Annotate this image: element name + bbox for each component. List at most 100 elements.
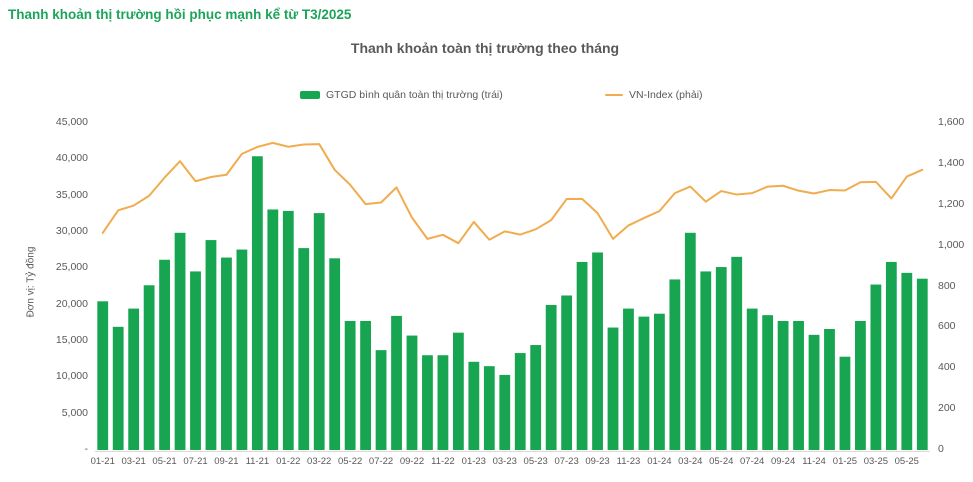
bar-01-25 [839, 356, 851, 450]
bar-12-23 [638, 316, 650, 450]
bar-04-23 [514, 353, 526, 450]
bar-06-25 [916, 278, 928, 450]
y-tick-right-1,000: 1,000 [938, 238, 965, 251]
y-tick-left-45,000: 45,000 [55, 116, 88, 128]
x-tick-11-22: 11-22 [431, 456, 455, 467]
y-tick-right-1,200: 1,200 [938, 197, 965, 210]
x-tick-05-21: 05-21 [152, 456, 177, 467]
line-series-swatch-icon [605, 93, 623, 97]
bar-09-21 [221, 257, 232, 450]
x-tick-11-21: 11-21 [245, 456, 270, 467]
bar-01-23 [468, 361, 480, 450]
bar-06-23 [545, 304, 557, 450]
bar-06-21 [174, 232, 186, 450]
y-tick-right-0: 0 [938, 443, 944, 455]
bar-05-21 [159, 259, 170, 450]
y-tick-left-30,000: 30,000 [55, 225, 88, 237]
x-tick-03-22: 03-22 [307, 456, 332, 467]
y-tick-right-200: 200 [938, 402, 956, 415]
y-tick-left-35,000: 35,000 [55, 188, 88, 201]
x-tick-01-25: 01-25 [832, 456, 858, 467]
x-tick-01-22: 01-22 [276, 456, 301, 467]
bar-03-25 [870, 284, 882, 450]
bar-07-22 [375, 350, 387, 450]
x-tick-07-22: 07-22 [368, 456, 394, 467]
x-tick-03-25: 03-25 [863, 456, 889, 467]
bar-11-24 [808, 334, 820, 450]
bar-07-24 [746, 308, 758, 450]
bar-01-22 [282, 210, 294, 450]
x-tick-09-23: 09-23 [585, 456, 610, 467]
bar-06-24 [731, 256, 743, 450]
x-tick-03-21: 03-21 [121, 456, 146, 467]
legend-item-gtgd: GTGD bình quân toàn thị trường (trái) [300, 87, 503, 103]
x-tick-07-23: 07-23 [554, 456, 579, 467]
bar-02-23 [483, 366, 495, 450]
bar-04-21 [143, 285, 155, 450]
x-tick-05-23: 05-23 [523, 456, 548, 467]
x-tick-11-24: 11-24 [802, 456, 826, 467]
bar-08-23 [576, 261, 588, 450]
bar-02-24 [669, 279, 681, 450]
bar-09-22 [406, 335, 418, 450]
x-tick-05-25: 05-25 [894, 456, 919, 467]
x-tick-01-21: 01-21 [90, 456, 115, 467]
bar-11-22 [437, 355, 449, 450]
bar-03-23 [499, 374, 511, 450]
y-tick-right-400: 400 [938, 361, 956, 374]
bar-01-21 [97, 301, 109, 450]
bar-03-22 [313, 213, 325, 450]
bar-04-25 [885, 261, 897, 450]
x-tick-09-22: 09-22 [399, 456, 425, 467]
x-tick-05-22: 05-22 [337, 456, 363, 467]
legend-label-gtgd: GTGD bình quân toàn thị trường (trái) [326, 89, 503, 101]
x-tick-01-24: 01-24 [647, 456, 672, 467]
bar-10-23 [607, 327, 619, 450]
bar-12-22 [452, 332, 464, 450]
bar-05-24 [715, 267, 727, 450]
bar-03-21 [128, 308, 140, 450]
vnindex-line [101, 141, 924, 245]
bar-09-23 [592, 252, 603, 450]
bar-02-21 [112, 326, 124, 450]
bar-12-24 [824, 329, 835, 450]
x-tick-09-21: 09-21 [214, 456, 239, 467]
bar-05-22 [344, 320, 356, 450]
y-tick-left-5,000: 5,000 [61, 406, 88, 419]
bar-04-24 [700, 271, 712, 450]
x-tick-01-23: 01-23 [461, 456, 486, 467]
y-tick-left-25,000: 25,000 [55, 261, 88, 274]
bar-08-22 [391, 315, 402, 450]
bar-07-21 [190, 271, 201, 450]
x-tick-05-24: 05-24 [709, 456, 734, 467]
y-tick-left-10,000: 10,000 [55, 370, 88, 383]
bar-11-21 [251, 156, 263, 450]
x-tick-03-23: 03-23 [492, 456, 517, 467]
y-tick-left-15,000: 15,000 [55, 334, 88, 346]
bar-10-24 [793, 320, 804, 450]
x-tick-07-21: 07-21 [183, 456, 208, 467]
y-tick-left--: - [84, 443, 89, 455]
bar-10-21 [236, 249, 248, 450]
page-title: Thanh khoản thị trường hồi phục mạnh kể … [8, 7, 352, 22]
x-tick-03-24: 03-24 [678, 456, 703, 467]
y-tick-left-20,000: 20,000 [55, 297, 88, 310]
bar-08-24 [762, 315, 774, 450]
y-tick-left-40,000: 40,000 [55, 152, 88, 165]
legend-item-vnindex: VN-Index (phải) [605, 87, 703, 103]
y-tick-right-800: 800 [938, 279, 956, 292]
bar-09-24 [777, 320, 789, 450]
bar-03-24 [684, 232, 696, 450]
bar-05-23 [530, 345, 542, 450]
bar-02-22 [298, 248, 310, 450]
bar-12-21 [267, 209, 279, 450]
bar-06-22 [360, 320, 371, 450]
bar-05-25 [901, 272, 913, 450]
y-tick-right-600: 600 [938, 320, 956, 333]
legend-label-vnindex: VN-Index (phải) [629, 89, 703, 101]
bar-07-23 [561, 295, 573, 450]
bar-04-22 [329, 258, 341, 450]
x-tick-09-24: 09-24 [770, 456, 796, 467]
